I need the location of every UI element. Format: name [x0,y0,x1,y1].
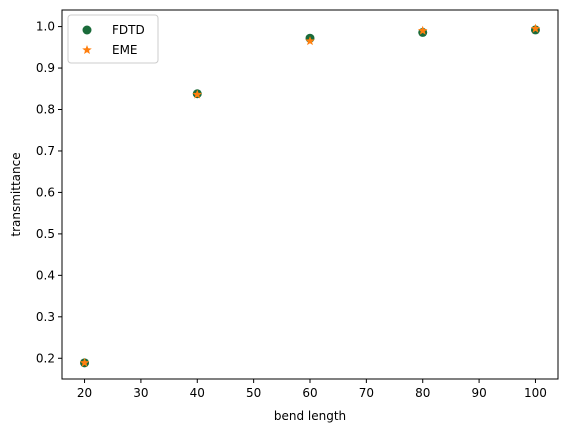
x-tick-label: 70 [359,386,374,400]
y-tick-label: 0.7 [36,144,55,158]
x-tick-label: 30 [133,386,148,400]
y-axis-ticks: 0.2 0.3 0.4 0.5 0.6 0.7 0.8 0.9 1.0 [36,20,62,365]
x-tick-label: 60 [302,386,317,400]
y-tick-label: 0.4 [36,268,55,282]
x-tick-label: 100 [524,386,547,400]
legend: FDTD EME [67,14,159,64]
y-tick-label: 1.0 [36,20,55,34]
plot-area [61,9,559,380]
x-tick-label: 80 [415,386,430,400]
legend-label-fdtd: FDTD [112,23,145,37]
eme-point [79,357,90,367]
eme-point [305,36,315,46]
y-tick-label: 0.5 [36,227,55,241]
y-tick-label: 0.3 [36,310,55,324]
eme-point [417,25,428,35]
legend-box [67,14,159,64]
legend-label-eme: EME [112,43,138,57]
y-tick-label: 0.6 [36,185,55,199]
x-axis-ticks: 20 30 40 50 60 70 80 90 100 [77,379,547,400]
eme-point [530,23,541,33]
data-points [79,23,541,368]
x-tick-label: 50 [246,386,261,400]
y-tick-label: 0.8 [36,103,55,117]
eme-point [192,89,203,99]
y-axis-label: transmittance [9,152,23,236]
y-tick-label: 0.9 [36,61,55,75]
y-tick-label: 0.2 [36,351,55,365]
x-axis-label: bend length [274,409,346,423]
x-tick-label: 90 [471,386,486,400]
x-tick-label: 40 [190,386,205,400]
x-tick-label: 20 [77,386,92,400]
legend-marker-eme [82,45,92,55]
legend-marker-fdtd [82,25,92,35]
